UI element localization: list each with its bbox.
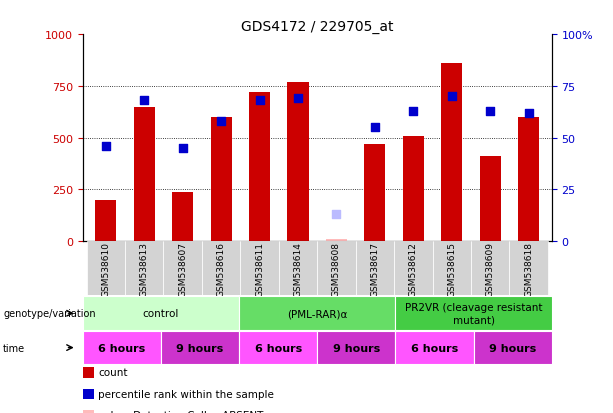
Bar	[479, 157, 501, 242]
Text: 9 hours: 9 hours	[333, 343, 380, 353]
Text: GSM538612: GSM538612	[409, 241, 418, 296]
Bar	[433, 242, 471, 295]
Bar	[441, 64, 462, 242]
Point	[254, 98, 264, 104]
Text: GSM538611: GSM538611	[255, 241, 264, 296]
Bar	[240, 242, 279, 295]
Bar	[326, 240, 347, 242]
Bar	[164, 242, 202, 295]
Text: 6 hours: 6 hours	[98, 343, 145, 353]
Point	[485, 108, 495, 115]
Bar	[83, 410, 94, 413]
Point	[293, 96, 303, 102]
Text: GSM538613: GSM538613	[140, 241, 149, 296]
Text: control: control	[143, 309, 179, 318]
Bar	[210, 118, 232, 242]
Bar	[279, 242, 318, 295]
Bar	[471, 242, 509, 295]
Bar	[364, 145, 386, 242]
Bar	[83, 297, 239, 330]
Text: GSM538617: GSM538617	[370, 241, 379, 296]
Bar	[172, 192, 193, 242]
Text: 9 hours: 9 hours	[489, 343, 536, 353]
Point	[101, 143, 111, 150]
Text: (PML-RAR)α: (PML-RAR)α	[287, 309, 348, 318]
Text: GSM538610: GSM538610	[101, 241, 110, 296]
Bar	[395, 297, 552, 330]
Text: GSM538608: GSM538608	[332, 241, 341, 296]
Bar	[125, 242, 164, 295]
Bar	[95, 200, 116, 242]
Bar	[83, 389, 94, 399]
Bar	[239, 297, 395, 330]
Text: time: time	[3, 343, 25, 353]
Text: GSM538609: GSM538609	[485, 241, 495, 296]
Bar	[249, 93, 270, 242]
Bar	[356, 242, 394, 295]
Point	[370, 125, 380, 131]
Bar	[403, 136, 424, 242]
Bar	[83, 331, 161, 364]
Text: 9 hours: 9 hours	[177, 343, 224, 353]
Bar	[134, 107, 155, 242]
Bar	[318, 242, 356, 295]
Bar	[83, 367, 94, 378]
Text: GSM538615: GSM538615	[447, 241, 456, 296]
Bar	[518, 118, 539, 242]
Bar	[474, 331, 552, 364]
Text: GSM538616: GSM538616	[216, 241, 226, 296]
Bar	[395, 331, 474, 364]
Text: percentile rank within the sample: percentile rank within the sample	[98, 389, 274, 399]
Point	[447, 94, 457, 100]
Bar	[318, 331, 395, 364]
Bar	[86, 242, 125, 295]
Text: value, Detection Call = ABSENT: value, Detection Call = ABSENT	[98, 411, 264, 413]
Bar	[202, 242, 240, 295]
Bar	[509, 242, 548, 295]
Point	[139, 98, 149, 104]
Text: 6 hours: 6 hours	[254, 343, 302, 353]
Point	[178, 145, 188, 152]
Text: count: count	[98, 368, 128, 377]
Point	[408, 108, 418, 115]
Bar	[287, 83, 308, 242]
Text: genotype/variation: genotype/variation	[3, 309, 96, 318]
Title: GDS4172 / 229705_at: GDS4172 / 229705_at	[241, 20, 394, 34]
Point	[216, 119, 226, 125]
Bar	[161, 331, 239, 364]
Point	[524, 110, 533, 117]
Bar	[394, 242, 433, 295]
Point	[332, 211, 341, 218]
Text: PR2VR (cleavage resistant
mutant): PR2VR (cleavage resistant mutant)	[405, 303, 543, 324]
Bar	[239, 331, 318, 364]
Text: 6 hours: 6 hours	[411, 343, 458, 353]
Text: GSM538618: GSM538618	[524, 241, 533, 296]
Text: GSM538614: GSM538614	[294, 241, 302, 296]
Text: GSM538607: GSM538607	[178, 241, 187, 296]
